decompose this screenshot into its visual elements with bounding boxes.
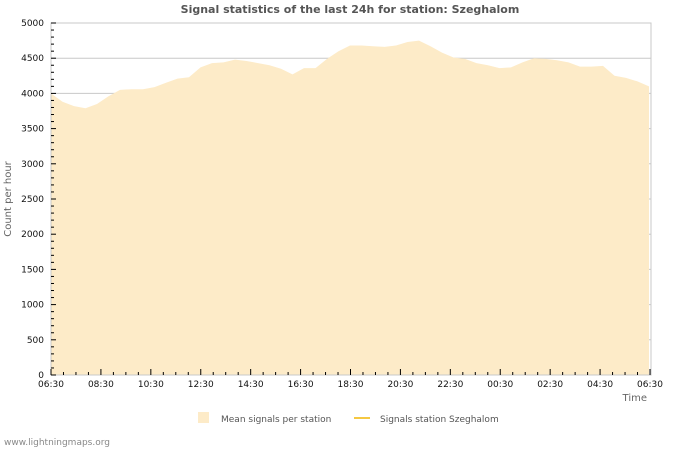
y-tick-label: 5000: [21, 19, 44, 29]
y-tick-label: 500: [27, 336, 44, 346]
x-tick-label: 02:30: [537, 380, 563, 390]
x-axis-label: Time: [622, 393, 647, 404]
x-tick-label: 22:30: [437, 380, 463, 390]
y-tick-label: 4500: [21, 54, 44, 64]
x-tick-label: 06:30: [38, 380, 64, 390]
y-tick-label: 0: [38, 371, 44, 381]
y-axis-ticks: 0 500 1000 1500 2000 2500 3000 3500 4000 4500 5000: [21, 19, 56, 381]
x-tick-label: 06:30: [637, 380, 663, 390]
mean-signals-area: [51, 40, 649, 375]
legend-label-mean: Mean signals per station: [221, 415, 331, 425]
legend-label-station: Signals station Szeghalom: [380, 415, 499, 425]
x-tick-label: 16:30: [288, 380, 314, 390]
x-axis-ticks: 06:30 08:30 10:30 12:30 14:30 16:30 18:30 20:30…: [38, 369, 663, 390]
y-tick-label: 2000: [21, 230, 44, 240]
x-tick-label: 12:30: [188, 380, 214, 390]
y-tick-label: 1000: [21, 301, 44, 311]
x-tick-label: 10:30: [138, 380, 164, 390]
y-axis-label: Count per hour: [3, 160, 14, 236]
credit-link[interactable]: www.lightningmaps.org: [4, 438, 110, 448]
x-tick-label: 18:30: [338, 380, 364, 390]
y-tick-label: 4000: [21, 89, 44, 99]
y-tick-label: 3000: [21, 160, 44, 170]
y-tick-label: 2500: [21, 195, 44, 205]
x-tick-label: 00:30: [487, 380, 513, 390]
x-tick-label: 08:30: [88, 380, 114, 390]
x-tick-label: 04:30: [587, 380, 613, 390]
legend: Mean signals per station Signals station…: [198, 412, 499, 425]
chart-title: Signal statistics of the last 24h for st…: [180, 3, 520, 16]
x-tick-label: 20:30: [387, 380, 413, 390]
legend-swatch-area: [198, 412, 209, 423]
y-tick-label: 1500: [21, 265, 44, 275]
y-tick-label: 3500: [21, 125, 44, 135]
x-tick-label: 14:30: [238, 380, 264, 390]
